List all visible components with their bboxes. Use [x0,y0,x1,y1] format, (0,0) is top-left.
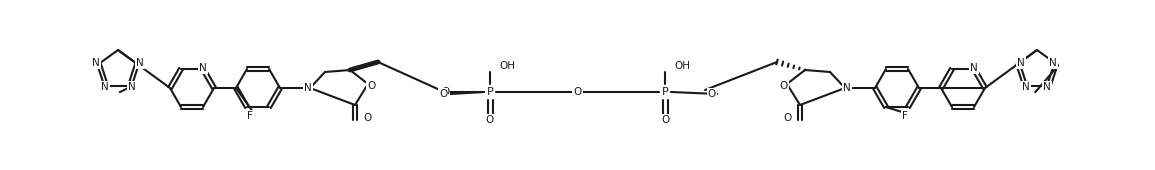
Text: O: O [780,81,788,91]
Text: N: N [304,83,312,93]
Text: N: N [92,58,99,68]
Text: O: O [363,113,371,123]
Text: OH: OH [675,61,690,71]
Text: O: O [708,89,716,99]
Text: F: F [247,111,253,121]
Text: P: P [662,87,669,97]
Text: N: N [199,63,207,73]
Text: O: O [661,115,669,125]
Text: OH: OH [499,61,515,71]
Text: N: N [1043,82,1051,92]
Text: O: O [439,89,447,99]
Text: F: F [902,111,908,121]
Text: N: N [1018,58,1024,68]
Text: N: N [136,58,144,68]
Text: N: N [1049,58,1057,68]
Text: N: N [102,82,109,92]
Text: N: N [1022,82,1030,92]
Text: O: O [486,115,494,125]
Text: N: N [843,83,851,93]
Text: N: N [128,82,135,92]
Text: O: O [573,87,582,97]
Text: N: N [304,83,312,93]
Text: O: O [367,81,375,91]
Text: O: O [441,87,449,97]
Text: O: O [784,113,792,123]
Text: N: N [970,63,978,73]
Text: P: P [486,87,493,97]
